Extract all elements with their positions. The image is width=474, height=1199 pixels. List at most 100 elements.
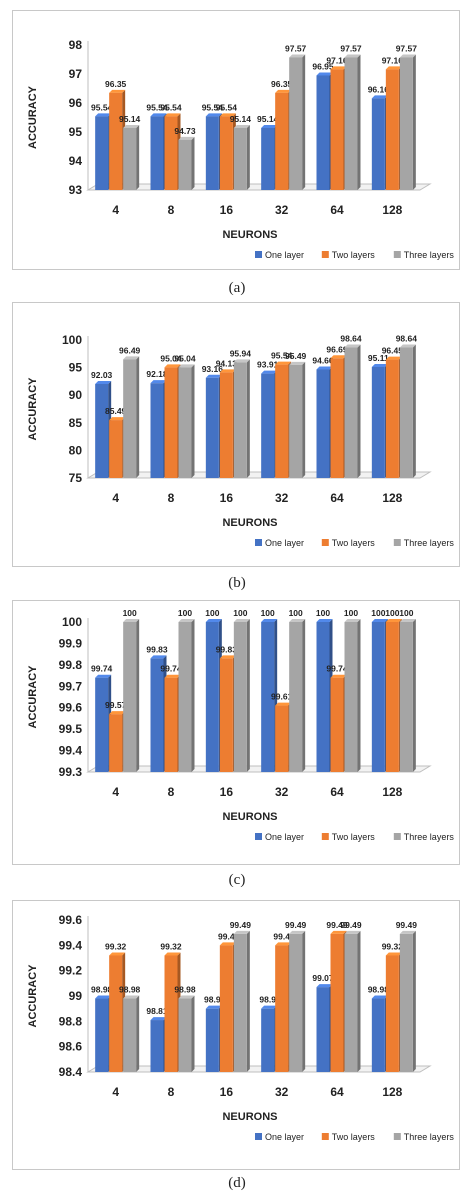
data-label: 100 bbox=[233, 608, 247, 618]
x-tick-label: 4 bbox=[112, 203, 119, 217]
bar-two-layers bbox=[331, 66, 347, 190]
legend-swatch bbox=[322, 1133, 329, 1140]
legend-swatch bbox=[394, 1133, 401, 1140]
bar-three-layers bbox=[123, 356, 139, 478]
x-tick-label: 128 bbox=[382, 203, 402, 217]
y-tick-label: 99.4 bbox=[59, 938, 83, 952]
bar-three-layers bbox=[400, 931, 416, 1072]
x-tick-label: 128 bbox=[382, 1085, 402, 1099]
y-tick-label: 98.4 bbox=[59, 1065, 83, 1079]
legend-swatch bbox=[394, 833, 401, 840]
figure-caption: (c) bbox=[0, 872, 474, 889]
data-label: 99.83 bbox=[146, 644, 168, 654]
data-label: 99.49 bbox=[396, 920, 418, 930]
bar-one-layer bbox=[95, 381, 111, 478]
x-tick-label: 4 bbox=[112, 785, 119, 799]
x-tick-label: 32 bbox=[275, 1085, 289, 1099]
data-label: 100 bbox=[261, 608, 275, 618]
bar-two-layers bbox=[165, 113, 181, 190]
y-tick-label: 99.5 bbox=[59, 722, 83, 736]
bar-one-layer bbox=[261, 1006, 277, 1072]
data-label: 95.14 bbox=[230, 114, 252, 124]
y-tick-label: 99.4 bbox=[59, 744, 83, 758]
bar-two-layers bbox=[165, 952, 181, 1072]
legend-swatch bbox=[322, 833, 329, 840]
y-tick-label: 98.8 bbox=[59, 1014, 83, 1028]
y-tick-label: 99.8 bbox=[59, 658, 83, 672]
bar-two-layers bbox=[386, 66, 402, 190]
bar-two-layers bbox=[109, 90, 125, 190]
chart-panel-c: 99.3 99.4 99.5 99.6 99.7 99.8 99.9 100 ACCURACY 9… bbox=[0, 600, 474, 900]
x-tick-label: 8 bbox=[168, 785, 175, 799]
x-tick-label: 16 bbox=[220, 491, 234, 505]
data-label: 100 bbox=[205, 608, 219, 618]
x-tick-label: 32 bbox=[275, 491, 289, 505]
bar-three-layers bbox=[345, 619, 361, 772]
bar-one-layer bbox=[206, 375, 222, 478]
bar-one-layer bbox=[95, 675, 111, 772]
legend-item: Two layers bbox=[322, 538, 376, 548]
data-label: 98.9 bbox=[204, 995, 221, 1005]
data-label: 100 bbox=[123, 608, 137, 618]
y-tick-label: 100 bbox=[62, 615, 82, 629]
y-axis-title: ACCURACY bbox=[27, 85, 39, 149]
y-tick-label: 99.2 bbox=[59, 964, 83, 978]
data-label: 97.57 bbox=[285, 43, 307, 53]
bar-two-layers bbox=[275, 942, 291, 1072]
legend-label: Three layers bbox=[404, 250, 455, 260]
bar-two-layers bbox=[386, 619, 402, 772]
bar-one-layer bbox=[317, 366, 333, 478]
x-tick-label: 32 bbox=[275, 203, 289, 217]
bar-one-layer bbox=[151, 1017, 167, 1072]
bar-one-layer bbox=[317, 72, 333, 190]
y-tick-label: 98.6 bbox=[59, 1040, 83, 1054]
bar-three-layers bbox=[179, 619, 195, 772]
y-tick-label: 99.6 bbox=[59, 701, 83, 715]
x-tick-label: 128 bbox=[382, 785, 402, 799]
bar-three-layers bbox=[123, 125, 139, 190]
bar-one-layer bbox=[261, 125, 277, 190]
data-label: 95.54 bbox=[216, 102, 238, 112]
bar-one-layer bbox=[372, 364, 388, 478]
legend-swatch bbox=[322, 251, 329, 258]
data-label: 99.32 bbox=[105, 941, 127, 951]
bar-one-layer bbox=[317, 984, 333, 1072]
legend-label: Two layers bbox=[332, 832, 376, 842]
bar-three-layers bbox=[400, 54, 416, 190]
bar-one-layer bbox=[151, 380, 167, 478]
legend-swatch bbox=[394, 539, 401, 546]
y-tick-label: 99 bbox=[69, 989, 83, 1003]
bar-two-layers bbox=[220, 113, 236, 190]
data-label: 98.64 bbox=[396, 334, 418, 344]
bar-two-layers bbox=[220, 369, 236, 478]
data-label: 99.49 bbox=[230, 920, 252, 930]
data-label: 100 bbox=[178, 608, 192, 618]
y-tick-label: 85 bbox=[69, 416, 83, 430]
y-tick-label: 99.6 bbox=[59, 913, 83, 927]
y-tick-label: 95 bbox=[69, 361, 83, 375]
bar-three-layers bbox=[123, 996, 139, 1072]
x-tick-label: 128 bbox=[382, 491, 402, 505]
data-label: 94.73 bbox=[174, 126, 196, 136]
legend-item: One layer bbox=[255, 538, 304, 548]
bar-three-layers bbox=[289, 619, 305, 772]
bar-one-layer bbox=[372, 95, 388, 190]
bar-chart-svg: 99.3 99.4 99.5 99.6 99.7 99.8 99.9 100 ACCURACY 9… bbox=[0, 600, 474, 900]
y-axis-title: ACCURACY bbox=[27, 964, 39, 1028]
y-tick-label: 80 bbox=[69, 443, 83, 457]
legend-label: One layer bbox=[265, 832, 304, 842]
x-tick-label: 8 bbox=[168, 203, 175, 217]
x-tick-label: 4 bbox=[112, 491, 119, 505]
x-tick-label: 16 bbox=[220, 203, 234, 217]
x-tick-label: 64 bbox=[330, 491, 344, 505]
legend-item: One layer bbox=[255, 832, 304, 842]
bar-one-layer bbox=[317, 619, 333, 772]
legend-swatch bbox=[255, 1133, 262, 1140]
x-axis-title: NEURONS bbox=[222, 1111, 277, 1123]
bar-two-layers bbox=[109, 952, 125, 1072]
legend-swatch bbox=[394, 251, 401, 258]
legend-item: One layer bbox=[255, 250, 304, 260]
x-tick-label: 64 bbox=[330, 785, 344, 799]
legend-label: Two layers bbox=[332, 250, 376, 260]
x-tick-label: 4 bbox=[112, 1085, 119, 1099]
